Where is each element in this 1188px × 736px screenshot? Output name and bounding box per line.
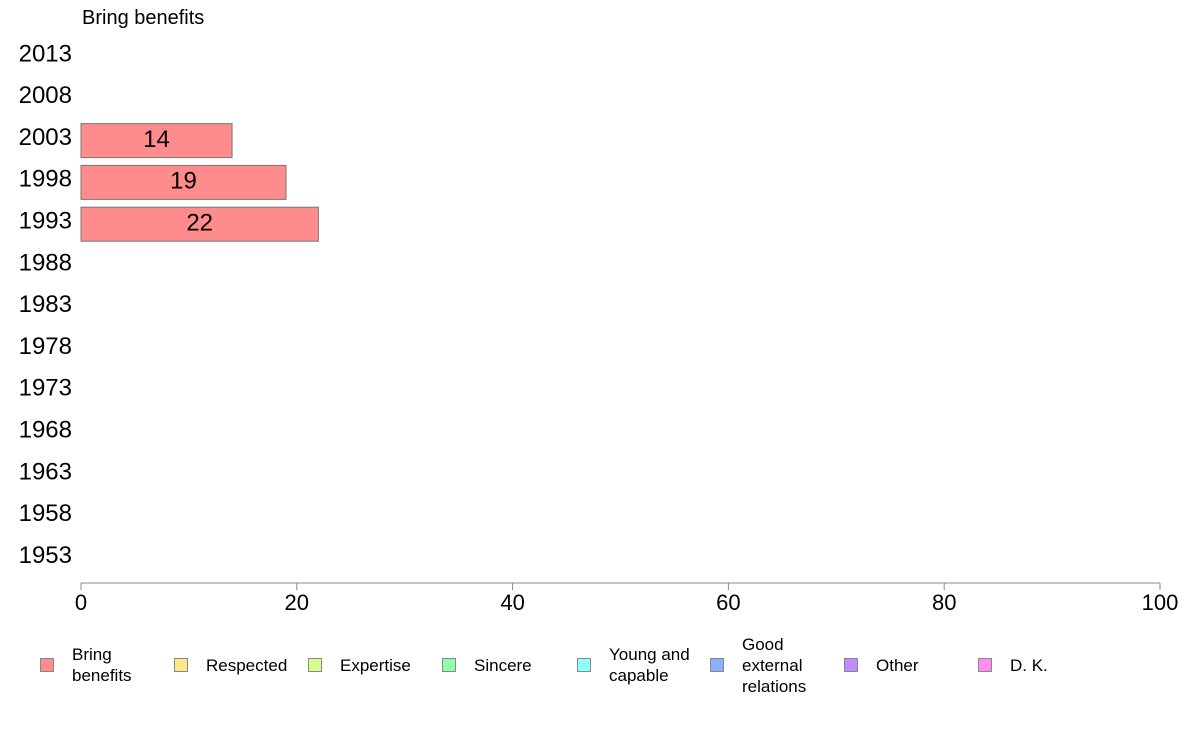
legend-swatch: [40, 658, 54, 672]
y-tick-label: 1963: [19, 458, 72, 485]
y-tick-label: 1968: [19, 417, 72, 444]
bar: [80, 206, 319, 242]
x-tick-label: 0: [75, 590, 87, 615]
legend-item: Other: [844, 632, 919, 698]
legend-label: Good external relations: [742, 634, 807, 696]
bar: [80, 123, 233, 159]
legend-swatch: [710, 658, 724, 672]
data-label: 14: [143, 126, 170, 153]
legend-swatch: [844, 658, 858, 672]
x-tick-label: 40: [500, 590, 524, 615]
y-tick-label: 2003: [19, 124, 72, 151]
x-tick-label: 60: [716, 590, 740, 615]
legend-item: Young and capable: [577, 632, 701, 698]
legend-item: Good external relations: [710, 632, 834, 698]
legend-label: Sincere: [474, 655, 532, 675]
y-tick-label: 1978: [19, 333, 72, 360]
legend-label: Other: [876, 655, 919, 675]
legend-label: D. K.: [1010, 655, 1048, 675]
y-tick-label: 1993: [19, 208, 72, 235]
y-tick-label: 2008: [19, 82, 72, 109]
legend-item: Bring benefits: [40, 632, 164, 698]
x-tick-label: 80: [932, 590, 956, 615]
x-tick-label: 20: [285, 590, 309, 615]
panel-title: Bring benefits: [82, 7, 205, 29]
legend-item: D. K.: [978, 632, 1048, 698]
legend-label: Respected: [206, 655, 288, 675]
y-tick-label: 1973: [19, 375, 72, 402]
y-tick-label: 1958: [19, 500, 72, 527]
legend-swatch: [442, 658, 456, 672]
legend: Bring benefits Respected Expertise Sincere Y…: [0, 632, 1188, 702]
legend-label: Expertise: [340, 655, 411, 675]
y-tick-label: 1988: [19, 249, 72, 276]
legend-label: Bring benefits: [72, 645, 132, 685]
legend-swatch: [174, 658, 188, 672]
legend-item: Expertise: [308, 632, 411, 698]
data-label: 22: [186, 210, 213, 237]
x-tick-label: 100: [1142, 590, 1179, 615]
y-tick-label: 1953: [19, 542, 72, 569]
data-label: 19: [170, 168, 197, 195]
y-tick-label: 1983: [19, 291, 72, 318]
y-tick-label: 1998: [19, 166, 72, 193]
legend-label: Young and capable: [609, 645, 690, 685]
y-tick-label: 2013: [19, 40, 72, 67]
legend-swatch: [308, 658, 322, 672]
legend-item: Respected: [174, 632, 287, 698]
legend-swatch: [978, 658, 992, 672]
legend-swatch: [577, 658, 591, 672]
bar: [80, 164, 287, 200]
legend-item: Sincere: [442, 632, 532, 698]
